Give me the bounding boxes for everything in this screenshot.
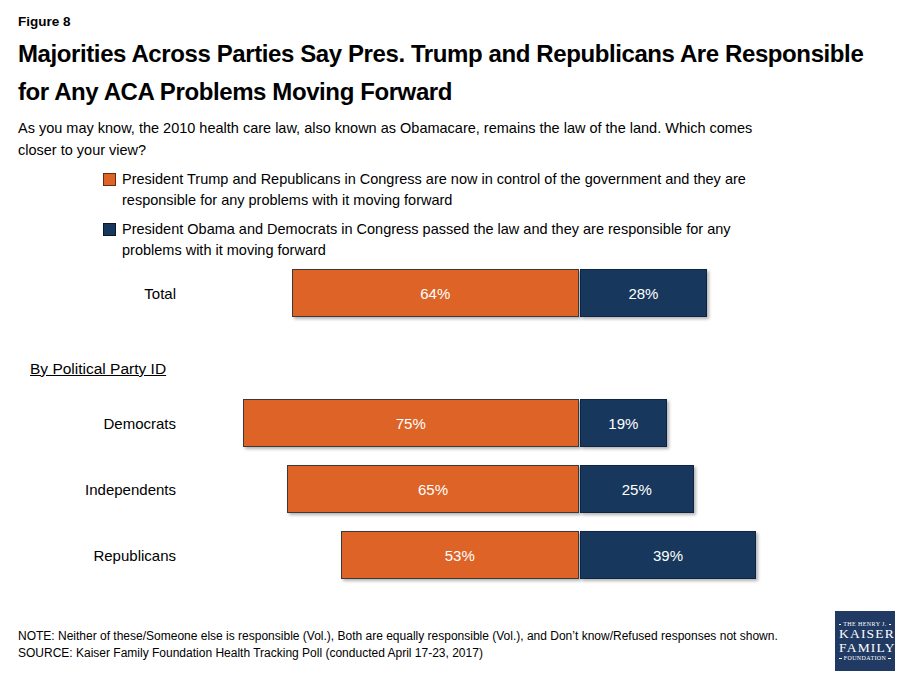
total-row-group: Total 64% 28% (0, 269, 900, 318)
bar-value: 64% (420, 285, 450, 302)
trump-republicans-bar: 53% (341, 531, 579, 579)
obama-democrats-bar: 25% (580, 465, 694, 513)
source-text: SOURCE: Kaiser Family Foundation Health … (18, 645, 778, 662)
bar-row-republicans: Republicans 53% 39% (0, 531, 900, 580)
legend: President Trump and Republicans in Congr… (103, 169, 900, 261)
figure-label: Figure 8 (18, 14, 880, 29)
logo-rule (839, 624, 841, 625)
section-heading: By Political Party ID (30, 360, 900, 378)
obama-democrats-bar: 28% (580, 269, 707, 317)
obama-democrats-bar: 39% (580, 531, 756, 579)
bar-value: 19% (608, 415, 638, 432)
logo-text-kaiser: KAISER (839, 627, 891, 641)
trump-republicans-bar: 64% (292, 269, 579, 317)
kff-logo: THE HENRY J. KAISER FAMILY FOUNDATION (835, 611, 895, 671)
bar-row-total: Total 64% 28% (0, 269, 900, 318)
header: Figure 8 Majorities Across Parties Say P… (0, 0, 900, 161)
chart: Total 64% 28% By Political Party ID Democr… (0, 269, 900, 580)
bar-row-independents: Independents 65% 25% (0, 465, 900, 514)
logo-text-family: FAMILY (839, 641, 891, 655)
note-text: NOTE: Neither of these/Someone else is r… (18, 628, 778, 645)
bar-value: 39% (653, 547, 683, 564)
bar-value: 53% (445, 547, 475, 564)
logo-text-foundation: FOUNDATION (844, 655, 887, 661)
logo-rule (889, 624, 891, 625)
bar-row-label: Independents (0, 465, 176, 514)
legend-swatch-trump-republicans (103, 173, 116, 186)
bar-row-label: Republicans (0, 531, 176, 580)
legend-label: President Obama and Democrats in Congres… (122, 219, 782, 261)
bar-row-democrats: Democrats 75% 19% (0, 399, 900, 448)
footer-notes: NOTE: Neither of these/Someone else is r… (18, 628, 778, 662)
legend-item-trump-republicans: President Trump and Republicans in Congr… (103, 169, 900, 211)
bar-value: 75% (396, 415, 426, 432)
survey-question: As you may know, the 2010 health care la… (18, 117, 793, 161)
trump-republicans-bar: 75% (243, 399, 580, 447)
bar-value: 28% (628, 285, 658, 302)
bar-row-label: Democrats (0, 399, 176, 448)
bar-area: 64% 28% (176, 269, 900, 318)
obama-democrats-bar: 19% (580, 399, 667, 447)
logo-rule (888, 658, 891, 659)
legend-item-obama-democrats: President Obama and Democrats in Congres… (103, 219, 900, 261)
bar-row-label: Total (0, 269, 176, 318)
party-rows-group: Democrats 75% 19% Independents 65% 25% Republi… (0, 399, 900, 580)
bar-area: 75% 19% (176, 399, 900, 448)
legend-swatch-obama-democrats (103, 223, 116, 236)
figure-page: Figure 8 Majorities Across Parties Say P… (0, 0, 900, 675)
legend-label: President Trump and Republicans in Congr… (122, 169, 782, 211)
bar-value: 25% (622, 481, 652, 498)
logo-bottom-line: FOUNDATION (839, 655, 891, 661)
bar-value: 65% (418, 481, 448, 498)
bar-area: 65% 25% (176, 465, 900, 514)
logo-rule (839, 658, 842, 659)
trump-republicans-bar: 65% (287, 465, 579, 513)
chart-title: Majorities Across Parties Say Pres. Trum… (18, 35, 868, 111)
bar-area: 53% 39% (176, 531, 900, 580)
